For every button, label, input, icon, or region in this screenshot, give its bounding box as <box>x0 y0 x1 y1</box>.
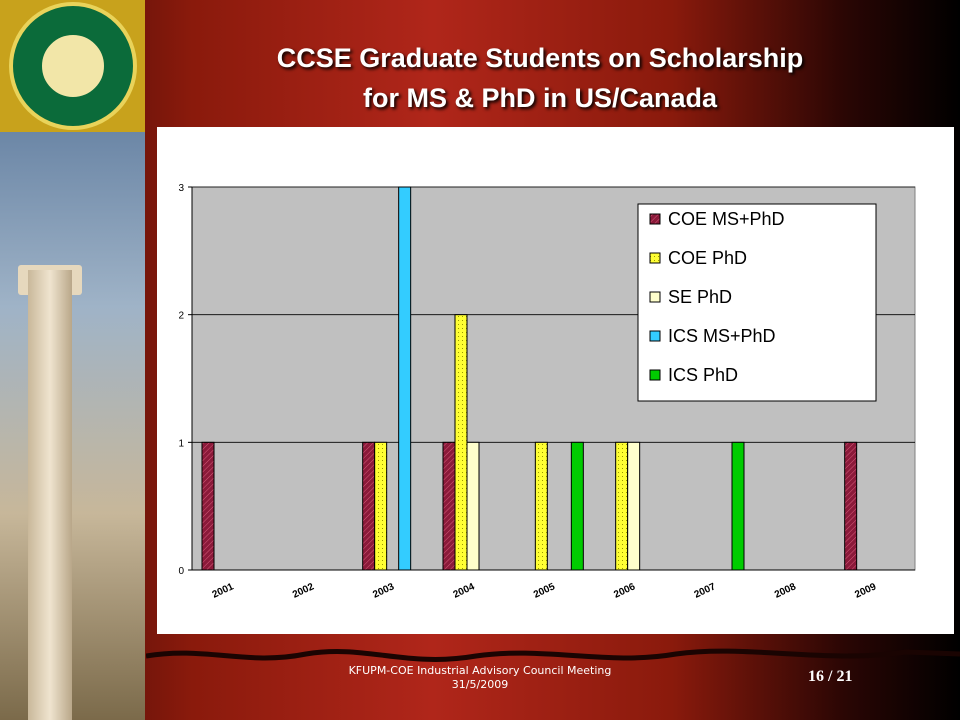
bar <box>454 314 468 571</box>
x-tick-label: 2008 <box>773 581 798 601</box>
y-tick-label: 2 <box>178 311 184 322</box>
legend <box>637 203 877 402</box>
university-logo <box>0 0 145 132</box>
bar <box>534 441 548 571</box>
legend-swatch <box>649 252 661 264</box>
legend-swatch <box>649 213 661 225</box>
x-tick-label: 2009 <box>853 581 878 601</box>
legend-label: COE MS+PhD <box>668 209 785 229</box>
footer-date: 31/5/2009 <box>451 678 509 691</box>
legend-label: ICS MS+PhD <box>668 326 776 346</box>
legend-swatch <box>649 291 661 303</box>
bar <box>731 441 745 571</box>
x-tick-label: 2006 <box>612 581 637 601</box>
bar <box>615 441 629 571</box>
footer-event: KFUPM-COE Industrial Advisory Council Me… <box>348 664 612 677</box>
slide-number: 16 / 21 <box>808 668 853 685</box>
logo-emblem <box>39 33 106 99</box>
title-line-2: for MS & PhD in US/Canada <box>362 83 718 113</box>
campus-tower-photo <box>0 130 145 720</box>
x-tick-label: 2003 <box>371 581 396 601</box>
bar <box>442 441 456 571</box>
bar <box>362 441 376 571</box>
bar <box>627 441 641 571</box>
bar <box>398 186 412 571</box>
bar <box>570 441 584 571</box>
x-tick-label: 2005 <box>532 581 557 601</box>
legend-swatch <box>649 369 661 381</box>
x-tick-label: 2002 <box>291 581 316 601</box>
slide-title: CCSE Graduate Students on Scholarship fo… <box>160 38 920 118</box>
x-tick-label: 2004 <box>452 581 477 601</box>
x-tick-label: 2007 <box>693 581 718 601</box>
title-line-1: CCSE Graduate Students on Scholarship <box>276 43 804 73</box>
footer-text: KFUPM-COE Industrial Advisory Council Me… <box>310 664 650 692</box>
bar <box>374 441 388 571</box>
legend-label: COE PhD <box>668 248 747 268</box>
legend-label: ICS PhD <box>668 365 738 385</box>
legend-swatch <box>649 330 661 342</box>
y-tick-label: 1 <box>178 438 184 449</box>
chart-container: 0 1 2 3 2001 2002 2003 2004 2005 2006 2007 2008 2009… <box>157 127 954 634</box>
bar <box>844 441 858 571</box>
footer-decoration <box>146 648 960 662</box>
x-tick-label: 2001 <box>211 581 236 601</box>
y-tick-label: 0 <box>178 566 184 577</box>
logo-seal <box>8 2 137 130</box>
bar <box>466 441 480 571</box>
tower <box>28 270 72 720</box>
legend-label: SE PhD <box>668 287 732 307</box>
bar <box>201 441 215 571</box>
bar-chart: 0 1 2 3 2001 2002 2003 2004 2005 2006 2007 2008 2009… <box>178 183 916 601</box>
y-tick-label: 3 <box>178 183 184 194</box>
